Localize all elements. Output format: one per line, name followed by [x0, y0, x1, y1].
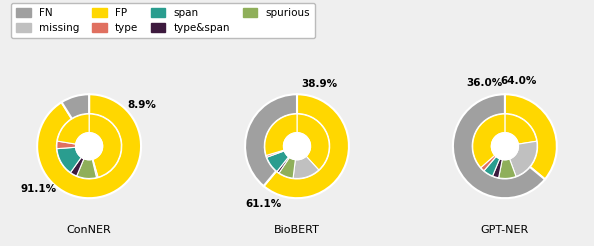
Wedge shape — [92, 159, 98, 178]
Wedge shape — [453, 94, 545, 198]
Wedge shape — [264, 94, 349, 198]
Text: 61.1%: 61.1% — [245, 199, 282, 209]
Text: 64.0%: 64.0% — [501, 76, 537, 86]
Wedge shape — [266, 150, 285, 157]
Wedge shape — [498, 159, 516, 178]
Wedge shape — [279, 157, 295, 178]
Wedge shape — [277, 157, 289, 173]
Circle shape — [283, 133, 311, 160]
Wedge shape — [265, 114, 297, 155]
Wedge shape — [71, 157, 84, 176]
Wedge shape — [293, 156, 319, 178]
Wedge shape — [77, 159, 96, 178]
Wedge shape — [37, 94, 141, 198]
Wedge shape — [484, 156, 500, 176]
Wedge shape — [267, 151, 289, 171]
Circle shape — [75, 133, 103, 160]
Wedge shape — [473, 114, 505, 168]
Wedge shape — [57, 141, 76, 149]
Text: 38.9%: 38.9% — [302, 79, 338, 89]
Circle shape — [491, 133, 519, 160]
Wedge shape — [297, 114, 329, 170]
Wedge shape — [245, 94, 297, 186]
Text: 8.9%: 8.9% — [127, 100, 156, 110]
Title: ConNER: ConNER — [67, 225, 112, 235]
Wedge shape — [481, 155, 496, 171]
Title: GPT-NER: GPT-NER — [481, 225, 529, 235]
Wedge shape — [57, 114, 89, 144]
Legend: FN, missing, FP, type, span, type&span, spurious: FN, missing, FP, type, span, type&span, … — [11, 3, 315, 38]
Wedge shape — [57, 147, 81, 172]
Wedge shape — [62, 94, 89, 119]
Wedge shape — [505, 114, 537, 144]
Wedge shape — [505, 94, 557, 179]
Text: 91.1%: 91.1% — [20, 184, 56, 194]
Wedge shape — [89, 114, 121, 177]
Title: BioBERT: BioBERT — [274, 225, 320, 235]
Wedge shape — [510, 141, 537, 176]
Text: 36.0%: 36.0% — [466, 78, 503, 88]
Wedge shape — [492, 159, 503, 178]
